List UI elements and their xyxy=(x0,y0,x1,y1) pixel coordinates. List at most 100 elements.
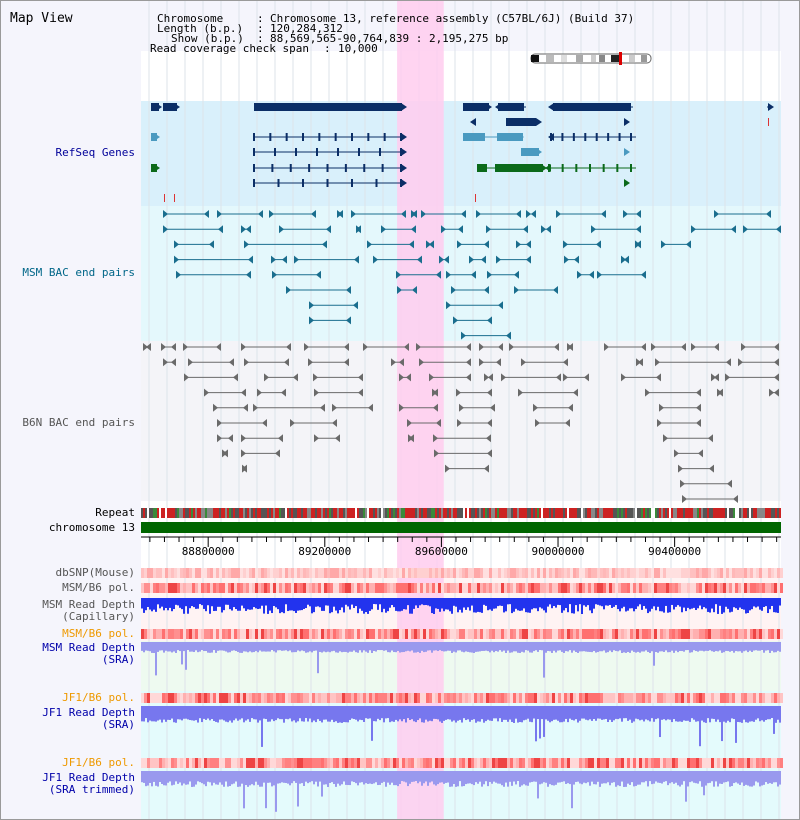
bac-end-pair[interactable] xyxy=(269,210,316,218)
bac-end-pair[interactable] xyxy=(526,210,536,218)
gene-model[interactable] xyxy=(521,148,542,156)
bac-end-pair[interactable] xyxy=(655,358,731,367)
bac-end-pair[interactable] xyxy=(222,449,228,458)
chromosome-bar-fill[interactable] xyxy=(141,522,781,533)
bac-end-pair[interactable] xyxy=(257,388,286,397)
bac-end-pair[interactable] xyxy=(244,240,327,249)
track-label-chromosome[interactable]: chromosome 13 xyxy=(48,521,135,534)
bac-end-pair[interactable] xyxy=(635,240,641,249)
track-label-jf1-b6-pol-2[interactable]: JF1/B6 pol. xyxy=(62,756,135,769)
bac-end-pair[interactable] xyxy=(451,286,489,294)
gene-model[interactable] xyxy=(151,103,162,111)
bac-end-pair[interactable] xyxy=(567,343,573,351)
bac-end-pair[interactable] xyxy=(332,403,373,412)
bac-end-pair[interactable] xyxy=(457,419,492,427)
read-depth-tracks[interactable] xyxy=(141,598,781,812)
bac-end-pair[interactable] xyxy=(363,343,409,351)
bac-end-pair[interactable] xyxy=(678,464,714,473)
gene-model[interactable] xyxy=(545,164,636,172)
bac-end-pair[interactable] xyxy=(184,373,238,382)
bac-end-pair[interactable] xyxy=(657,419,701,427)
bac-end-pair[interactable] xyxy=(486,225,528,234)
gene-model[interactable] xyxy=(495,103,526,111)
bac-end-pair[interactable] xyxy=(717,388,723,397)
gene-model[interactable] xyxy=(548,103,633,111)
bac-end-pair[interactable] xyxy=(163,225,223,234)
jf1-b6-pol-heatmap-1[interactable] xyxy=(141,693,783,703)
bac-end-pair[interactable] xyxy=(459,403,495,412)
bac-end-pair[interactable] xyxy=(682,495,738,503)
track-label-msm-bac[interactable]: MSM BAC end pairs xyxy=(22,266,135,279)
gene-model[interactable] xyxy=(253,164,407,172)
bac-end-pair[interactable] xyxy=(479,358,501,367)
gene-model[interactable] xyxy=(463,103,492,111)
bac-end-pair[interactable] xyxy=(476,210,521,218)
msm-b6-pol-heatmap-1[interactable] xyxy=(141,583,783,593)
bac-end-pair[interactable] xyxy=(663,434,713,443)
track-label-msm-b6-pol-1[interactable]: MSM/B6 pol. xyxy=(62,581,135,594)
bac-end-pair[interactable] xyxy=(564,255,579,264)
bac-end-pair[interactable] xyxy=(738,358,779,367)
refseq-genes-track[interactable] xyxy=(151,103,774,202)
bac-end-pair[interactable] xyxy=(691,343,719,351)
bac-end-pair[interactable] xyxy=(469,255,486,264)
bac-end-pair[interactable] xyxy=(680,479,732,488)
bac-end-pair[interactable] xyxy=(356,225,361,234)
bac-end-pair[interactable] xyxy=(591,225,641,234)
bac-end-pair[interactable] xyxy=(381,225,416,234)
track-label-msm-depth-capillary[interactable]: MSM Read Depth (Capillary) xyxy=(42,598,135,623)
jf1-b6-pol-heatmap-2[interactable] xyxy=(141,758,783,768)
bac-end-pair[interactable] xyxy=(501,373,561,382)
bac-end-pair[interactable] xyxy=(244,358,289,367)
bac-end-pair[interactable] xyxy=(188,358,234,367)
bac-end-pair[interactable] xyxy=(416,343,471,351)
bac-end-pair[interactable] xyxy=(711,373,719,382)
bac-end-pair[interactable] xyxy=(429,373,471,382)
bac-end-pair[interactable] xyxy=(421,210,466,218)
track-label-jf1-depth-sra[interactable]: JF1 Read Depth (SRA) xyxy=(42,706,135,731)
bac-end-pair[interactable] xyxy=(516,240,531,249)
bac-end-pair[interactable] xyxy=(621,373,661,382)
jf1-depth-sra-bars[interactable] xyxy=(141,706,781,747)
bac-end-pair[interactable] xyxy=(741,343,779,351)
bac-end-pair[interactable] xyxy=(541,225,551,234)
bac-end-pair[interactable] xyxy=(241,225,251,234)
bac-end-pair[interactable] xyxy=(659,403,701,412)
bac-end-pair[interactable] xyxy=(636,358,643,367)
bac-end-pair[interactable] xyxy=(309,301,358,310)
bac-end-pair[interactable] xyxy=(645,388,701,397)
bac-end-pair[interactable] xyxy=(373,255,422,264)
bac-end-pair[interactable] xyxy=(294,255,359,264)
bac-end-pair[interactable] xyxy=(434,449,492,458)
bac-end-pair[interactable] xyxy=(432,388,438,397)
bac-end-pair[interactable] xyxy=(242,464,247,473)
track-label-msm-depth-sra[interactable]: MSM Read Depth (SRA) xyxy=(42,641,135,666)
bac-end-pair[interactable] xyxy=(623,210,641,218)
bac-end-pair[interactable] xyxy=(714,210,771,218)
bac-end-pair[interactable] xyxy=(456,388,492,397)
bac-end-pair[interactable] xyxy=(313,373,363,382)
bac-end-pair[interactable] xyxy=(176,270,251,279)
bac-end-pair[interactable] xyxy=(661,240,691,249)
bac-end-pair[interactable] xyxy=(143,343,151,351)
bac-end-pair[interactable] xyxy=(621,255,629,264)
bac-end-pair[interactable] xyxy=(308,358,349,367)
gene-model[interactable] xyxy=(253,148,407,156)
track-label-jf1-b6-pol-1[interactable]: JF1/B6 pol. xyxy=(62,691,135,704)
bac-end-pair[interactable] xyxy=(479,343,503,351)
bac-end-pair[interactable] xyxy=(163,358,176,367)
bac-end-pair[interactable] xyxy=(691,225,736,234)
bac-end-pair[interactable] xyxy=(441,225,463,234)
bac-end-pair[interactable] xyxy=(556,210,606,218)
gene-model[interactable] xyxy=(253,133,407,141)
bac-end-pair[interactable] xyxy=(509,343,559,351)
gene-model[interactable] xyxy=(624,179,630,187)
bac-end-pair[interactable] xyxy=(445,464,489,473)
bac-end-pair[interactable] xyxy=(521,358,568,367)
bac-end-pair[interactable] xyxy=(204,388,246,397)
jf1-depth-trimmed-bars[interactable] xyxy=(141,771,781,812)
bac-end-pair[interactable] xyxy=(264,373,298,382)
bac-end-pair[interactable] xyxy=(597,270,646,279)
bac-end-pair[interactable] xyxy=(272,270,321,279)
gene-model[interactable] xyxy=(254,103,407,111)
